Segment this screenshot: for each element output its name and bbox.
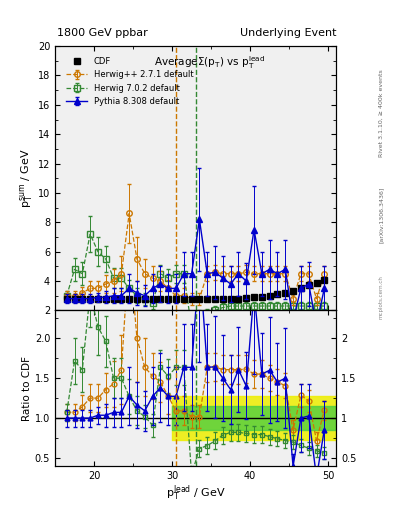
CDF bbox=[142, 296, 147, 303]
CDF bbox=[205, 296, 209, 303]
CDF bbox=[64, 295, 69, 302]
Text: 1800 GeV ppbar: 1800 GeV ppbar bbox=[57, 28, 148, 38]
CDF bbox=[182, 296, 186, 303]
CDF bbox=[174, 296, 178, 303]
CDF bbox=[252, 294, 256, 300]
Y-axis label: Ratio to CDF: Ratio to CDF bbox=[22, 356, 32, 421]
Y-axis label: $\mathrm{p_T^{sum}}$ / GeV: $\mathrm{p_T^{sum}}$ / GeV bbox=[18, 148, 35, 208]
CDF bbox=[103, 295, 108, 302]
CDF bbox=[150, 296, 155, 303]
CDF bbox=[259, 294, 264, 300]
CDF bbox=[220, 295, 225, 302]
CDF bbox=[197, 296, 202, 303]
CDF bbox=[314, 280, 319, 286]
CDF bbox=[95, 295, 100, 302]
CDF bbox=[228, 295, 233, 302]
CDF bbox=[213, 295, 217, 302]
CDF bbox=[135, 296, 140, 303]
CDF bbox=[111, 295, 116, 302]
CDF bbox=[236, 295, 241, 302]
Legend: CDF, Herwig++ 2.7.1 default, Herwig 7.0.2 default, Pythia 8.308 default: CDF, Herwig++ 2.7.1 default, Herwig 7.0.… bbox=[63, 54, 197, 109]
Text: Average$\Sigma\mathrm{(p_T)}$ vs $\mathrm{p_T^{lead}}$: Average$\Sigma\mathrm{(p_T)}$ vs $\mathr… bbox=[154, 54, 265, 71]
Text: [arXiv:1306.3436]: [arXiv:1306.3436] bbox=[379, 187, 384, 243]
CDF bbox=[80, 295, 85, 302]
CDF bbox=[166, 296, 171, 303]
CDF bbox=[291, 288, 296, 294]
CDF bbox=[283, 290, 288, 296]
CDF bbox=[119, 295, 124, 302]
X-axis label: $\mathrm{p_T^{lead}}$ / GeV: $\mathrm{p_T^{lead}}$ / GeV bbox=[165, 483, 226, 503]
CDF bbox=[267, 293, 272, 299]
Text: mcplots.cern.ch: mcplots.cern.ch bbox=[379, 275, 384, 319]
CDF bbox=[88, 295, 92, 302]
Text: Underlying Event: Underlying Event bbox=[239, 28, 336, 38]
CDF bbox=[127, 296, 132, 303]
Text: Rivet 3.1.10, ≥ 400k events: Rivet 3.1.10, ≥ 400k events bbox=[379, 69, 384, 157]
CDF bbox=[299, 285, 303, 291]
CDF bbox=[72, 295, 77, 302]
CDF bbox=[189, 296, 194, 303]
CDF bbox=[322, 276, 327, 283]
CDF bbox=[158, 296, 163, 303]
CDF bbox=[275, 291, 280, 297]
CDF bbox=[306, 283, 311, 289]
CDF bbox=[244, 295, 249, 301]
Line: CDF: CDF bbox=[64, 276, 327, 303]
